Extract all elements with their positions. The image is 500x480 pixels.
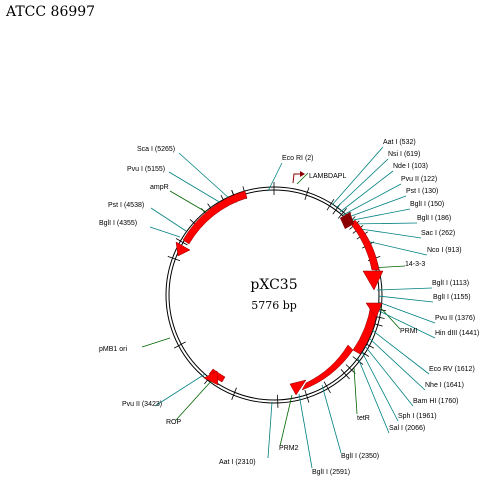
site-tick-4: [337, 208, 347, 219]
feature-ampR: [182, 190, 248, 245]
site-tick-1: [304, 187, 310, 201]
label-bgl1-5: BglI I (2350): [341, 453, 379, 460]
label-bgl1-3: BglI I (1113): [432, 280, 469, 287]
label-aat2: Aat I (2310): [219, 459, 256, 466]
label-bam: Bam HI (1760): [413, 398, 459, 405]
label-14-3-3: 14-3-3: [405, 261, 425, 268]
callout-line-bgl1-7: [149, 226, 181, 238]
label-pvu2-3: Pvu II (3423): [122, 401, 162, 408]
plasmid-name: pXC35: [250, 277, 297, 293]
label-bgl1-4: BglI I (1155): [433, 294, 471, 301]
callout-line-nde: [339, 170, 394, 213]
callout-line-bgl1-1: [347, 208, 411, 222]
label-pst-2: Pst I (4538): [108, 202, 144, 209]
accession-label: ATCC 86997: [6, 4, 96, 20]
callout-line-aat: [331, 146, 384, 206]
callout-line-lambda: [296, 172, 309, 185]
feature-tetR-2: [301, 344, 354, 391]
label-bgl1-1: BglI I (150): [410, 201, 444, 208]
callout-line-nhe: [368, 337, 426, 391]
site-tick-20: [323, 381, 331, 394]
label-pst-1: Pst I (130): [406, 188, 438, 195]
label-rop: ROP: [166, 419, 182, 426]
callout-line-prm2: [279, 394, 293, 447]
site-tick-25: [174, 341, 186, 349]
callout-line-sph: [361, 351, 399, 422]
callout-line-bgl1-4: [377, 295, 434, 303]
site-tick-23: [231, 387, 237, 400]
label-ampr: ampR: [150, 184, 169, 191]
label-sph: Sph I (1961): [398, 413, 437, 420]
feature-lambda-block: [340, 212, 354, 229]
callout-line-pvu2-2: [377, 301, 436, 324]
callout-line-tetr: [353, 367, 358, 415]
label-nhe: Nhe I (1641): [425, 382, 464, 389]
label-nco: Nco I (913): [427, 247, 462, 254]
callout-line-ecori: [267, 162, 283, 192]
label-sal: Sal I (2066): [389, 425, 425, 432]
callout-line-bgl1-2: [350, 222, 418, 225]
label-prm2: PRM2: [279, 445, 299, 452]
label-hin: Hin dIII (1441): [435, 330, 479, 337]
callout-line-sac: [353, 227, 422, 239]
callout-line-eco-rv: [371, 329, 430, 375]
label-sac: Sac I (262): [421, 230, 455, 237]
label-bgl1-6: BglI I (2591): [312, 469, 350, 476]
label-aat: Aat I (532): [383, 139, 416, 146]
callout-line-bgl1-6: [298, 393, 313, 469]
callout-line-pst-2: [150, 207, 187, 232]
callout-line-nsi: [335, 158, 389, 209]
feature-14-3-3: [350, 219, 380, 271]
feature-14-3-3-arrowhead: [362, 270, 384, 291]
label-nde: Nde I (103): [393, 163, 428, 170]
callout-line-prmi: [377, 304, 401, 330]
label-pvu2-2: Pvu II (1376): [435, 315, 475, 322]
callout-line-bgl1-3: [376, 287, 433, 291]
label-pvu-5155: Pvu I (5155): [127, 166, 165, 173]
feature-prmi-block: [365, 302, 383, 319]
callout-line-bam: [364, 345, 414, 407]
callout-line-aat2: [267, 401, 273, 459]
callout-line-nco: [361, 239, 428, 256]
callout-line-pst-1: [345, 195, 407, 219]
site-tick-18: [345, 364, 356, 374]
callout-line-bgl1-5: [321, 384, 342, 454]
callout-line-pvu2-1: [342, 183, 402, 216]
feature-ampR-arrowhead: [175, 241, 191, 257]
callout-line-rop: [175, 377, 215, 421]
promoter-arrow: [292, 173, 302, 184]
callout-line-hin: [376, 309, 436, 339]
label-pmb1-ori: pMB1 ori: [99, 346, 127, 353]
callout-line-sca: [178, 152, 231, 200]
label-sca: Sca I (5265): [137, 146, 175, 153]
feature-tetR-arrowhead: [289, 379, 307, 396]
label-eco-rv: Eco RV (1612): [429, 366, 475, 373]
label-bgl1-7: BglI I (4355): [99, 220, 137, 227]
site-tick-26: [167, 256, 181, 262]
label-prmi: PRMI: [400, 328, 418, 335]
callout-line-pvu2-3: [154, 373, 206, 407]
site-tick-2: [326, 198, 335, 211]
callout-line-pvu-5155: [168, 171, 222, 204]
callout-line-ampr: [169, 190, 207, 213]
callout-line-sal: [357, 357, 390, 434]
promoter-arrowhead: [300, 171, 305, 177]
label-nsi: Nsi I (619): [388, 151, 420, 158]
site-tick-17: [352, 356, 364, 365]
callout-line-pmb1: [141, 337, 171, 348]
label-bgl1-2: BglI I (186): [417, 215, 451, 222]
plasmid-size: 5776 bp: [251, 299, 297, 312]
site-tick-30: [175, 238, 188, 246]
label-pvu2-1: Pvu II (122): [401, 176, 437, 183]
label-tetr: tetR: [357, 415, 370, 422]
feature-ROP-arrowhead: [203, 370, 219, 386]
label-ecori: Eco RI (2): [282, 155, 314, 162]
site-tick-21: [304, 389, 310, 403]
label-lambdapl: LAMBDAPL: [309, 173, 346, 180]
site-tick-19: [340, 369, 350, 380]
